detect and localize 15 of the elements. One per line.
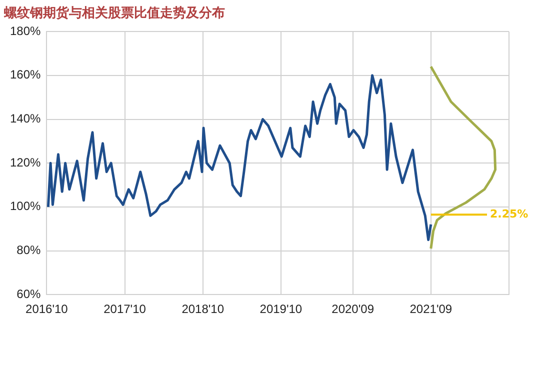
x-tick-label: 2021'09 [410,302,452,316]
y-tick-label: 180% [10,24,42,38]
y-tick-label: 120% [10,155,42,170]
annotation: 2.25% [490,207,528,220]
x-tick-label: 2019'10 [260,302,302,316]
chart-title: 螺纹钢期货与相关股票比值走势及分布 [3,5,225,22]
x-tick-label: 2020'09 [332,302,374,316]
y-tick-label: 60% [16,286,42,301]
y-tick-label: 100% [10,199,42,214]
x-tick-label: 2016'10 [26,302,68,316]
y-tick-label: 140% [10,112,42,126]
y-tick-label: 160% [10,68,42,82]
x-tick-label: 2017'10 [104,302,146,316]
y-tick-label: 80% [16,243,42,258]
x-tick-label: 2018'10 [182,302,224,316]
